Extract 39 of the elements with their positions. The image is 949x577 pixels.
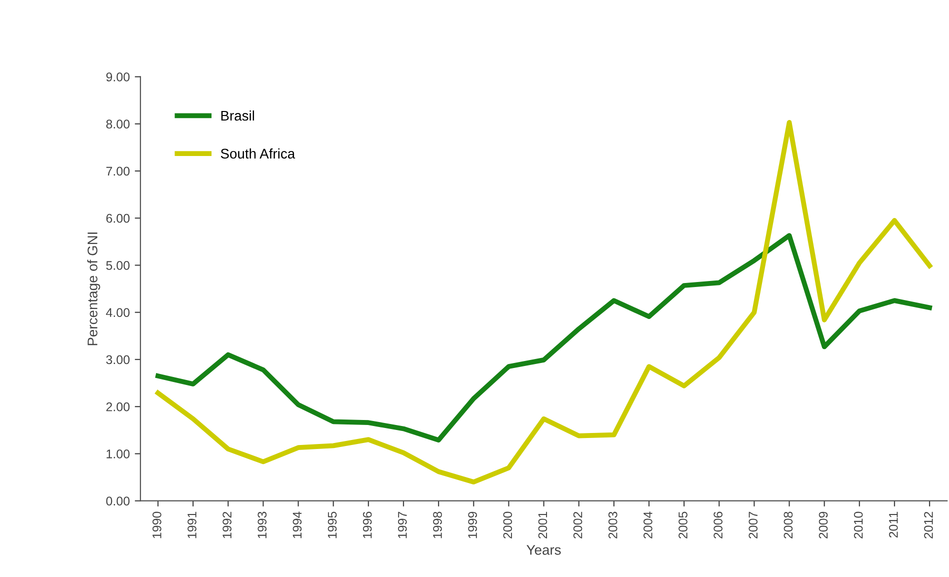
y-tick-label: 7.00 bbox=[106, 166, 130, 176]
x-tick-label: 2000 bbox=[503, 512, 512, 538]
x-tick-label: 1997 bbox=[398, 512, 407, 538]
x-tick-label: 2008 bbox=[784, 512, 793, 538]
x-tick-label: 1999 bbox=[468, 512, 477, 538]
y-tick-label: 4.00 bbox=[106, 308, 130, 317]
x-tick-label: 2007 bbox=[748, 512, 758, 538]
x-tick-label: 2002 bbox=[573, 512, 582, 538]
y-axis-title: Percentage of GNI bbox=[87, 232, 100, 346]
x-tick-label: 2001 bbox=[538, 512, 548, 538]
x-tick-label: 2009 bbox=[818, 512, 828, 538]
x-tick-label: 2003 bbox=[608, 512, 618, 538]
x-tick-label: 2012 bbox=[924, 512, 933, 538]
x-tick-label: 2011 bbox=[889, 512, 898, 538]
y-tick-label: 8.00 bbox=[106, 120, 130, 129]
y-tick-label: 6.00 bbox=[106, 214, 130, 223]
x-tick-label: 2005 bbox=[678, 512, 688, 538]
x-tick-label: 2010 bbox=[854, 512, 863, 538]
x-tick-label: 1994 bbox=[292, 512, 302, 538]
legend-label: Brasil bbox=[221, 110, 254, 121]
y-tick-label: 9.00 bbox=[106, 72, 130, 82]
x-tick-label: 1992 bbox=[222, 512, 232, 538]
x-tick-label: 1990 bbox=[152, 512, 162, 538]
x-tick-label: 1993 bbox=[258, 512, 267, 538]
line-series bbox=[156, 233, 932, 442]
x-axis-title: Years bbox=[526, 545, 561, 555]
y-tick-label: 1.00 bbox=[106, 450, 130, 458]
x-tick-label: 1996 bbox=[362, 512, 372, 538]
line-series bbox=[156, 120, 932, 484]
x-tick-label: 1995 bbox=[328, 512, 337, 538]
y-tick-label: 3.00 bbox=[106, 355, 130, 364]
y-tick-label: 5.00 bbox=[106, 261, 130, 270]
legend-label: South Africa bbox=[220, 148, 296, 159]
y-tick-label: 0.00 bbox=[106, 496, 130, 506]
x-tick-label: 2004 bbox=[643, 512, 652, 538]
x-tick-label: 2006 bbox=[714, 512, 722, 538]
x-tick-label: 1998 bbox=[433, 512, 442, 538]
x-tick-label: 1991 bbox=[188, 512, 196, 538]
y-tick-label: 2.00 bbox=[106, 402, 130, 412]
